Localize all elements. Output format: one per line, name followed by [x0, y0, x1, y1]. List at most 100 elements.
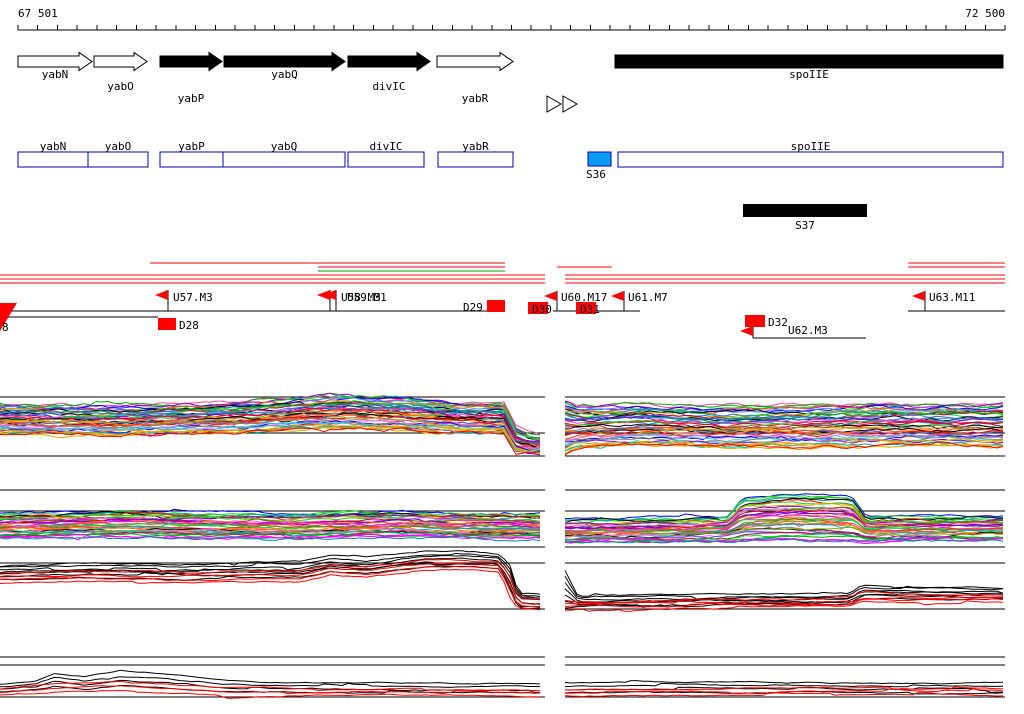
region-label-yabO: yabO — [105, 140, 132, 153]
upshift-flag-icon-U62.M3[interactable] — [740, 326, 753, 336]
gene-label-yabN: yabN — [42, 68, 69, 81]
signal-trace — [0, 401, 541, 443]
gene-yabN[interactable] — [17, 51, 93, 72]
signal-trace — [0, 421, 541, 454]
signal-trace — [0, 562, 541, 605]
signal-trace — [0, 532, 541, 539]
signal-trace — [0, 426, 541, 455]
gene-label-yabQ: yabQ — [271, 68, 298, 81]
region-label-yabN: yabN — [40, 140, 67, 153]
signal-trace — [564, 419, 1004, 429]
upshift-label-U57.M3: U57.M3 — [173, 291, 213, 304]
downshift-box-D31[interactable] — [576, 302, 596, 314]
signal-trace — [564, 429, 1004, 438]
region-box-yabR[interactable] — [437, 151, 514, 168]
edge-flag-icon[interactable] — [0, 303, 17, 331]
signal-trace — [0, 558, 541, 600]
upshift-flag-icon-U59.M1[interactable] — [323, 290, 336, 300]
signal-trace — [0, 516, 541, 524]
signal-trace — [564, 537, 1004, 545]
view-start-coordinate: 67 501 — [18, 7, 58, 20]
segment-box-S36[interactable] — [587, 151, 612, 167]
upshift-flag-icon-U63.M11[interactable] — [912, 291, 925, 301]
gene-label-yabR: yabR — [462, 92, 489, 105]
region-box-yabP[interactable] — [159, 151, 224, 168]
region-label-divIC: divIC — [369, 140, 402, 153]
signal-trace — [564, 537, 1004, 544]
signal-trace — [564, 582, 1004, 601]
region-label-yabR: yabR — [462, 140, 489, 153]
signal-trace — [0, 412, 541, 448]
upshift-label-U61.M7: U61.M7 — [628, 291, 668, 304]
expression-panel-4-red — [0, 680, 1004, 699]
signal-trace — [564, 518, 1004, 537]
signal-trace — [564, 420, 1004, 430]
signal-trace — [0, 409, 541, 446]
region-box-yabO[interactable] — [87, 151, 149, 168]
ruler-track — [17, 25, 1006, 31]
gene-yabR[interactable] — [436, 51, 514, 72]
signal-trace — [0, 508, 541, 516]
signal-trace — [564, 596, 1004, 605]
signal-trace — [564, 598, 1004, 608]
region-track: yabN yabO yabP yabQ divIC yabR spoIIE S36 S37 — [17, 140, 1004, 232]
upshift-flag-icon-U57.M3[interactable] — [155, 290, 168, 300]
upshift-flag-icon-U61.M7[interactable] — [611, 291, 624, 301]
downshift-label-D30: D30 — [532, 303, 552, 316]
signal-trace — [0, 535, 541, 542]
expression-panel-3-red — [0, 558, 1004, 612]
gene-label-spoIIE: spoIIE — [789, 68, 829, 81]
upshift-label-U62.M3: U62.M3 — [788, 324, 828, 337]
signal-trace — [564, 499, 1004, 527]
region-box-spoIIE[interactable] — [617, 151, 1004, 168]
signal-trace — [564, 526, 1003, 541]
expression-panel-1 — [0, 392, 1005, 457]
signal-trace — [0, 550, 541, 595]
downshift-box-D28[interactable] — [158, 318, 176, 330]
signal-trace — [0, 513, 541, 523]
small-feature-arrow-icon[interactable] — [546, 95, 563, 113]
signal-trace — [564, 511, 1004, 530]
signal-trace — [0, 552, 541, 597]
segment-label-S37: S37 — [795, 219, 815, 232]
region-label-yabP: yabP — [178, 140, 205, 153]
downshift-box-D30[interactable] — [528, 302, 548, 314]
signal-trace — [0, 555, 541, 599]
downshift-label-D32: D32 — [768, 316, 788, 329]
downshift-label-D28: D28 — [179, 319, 199, 332]
gene-divIC[interactable] — [347, 51, 431, 72]
signal-trace — [0, 676, 541, 688]
gene-yabP[interactable] — [159, 51, 223, 72]
signal-trace — [0, 689, 541, 699]
downshift-box-D32[interactable] — [745, 315, 765, 327]
gene-yabQ[interactable] — [223, 51, 346, 72]
gene-label-yabO: yabO — [107, 80, 134, 93]
segment-box-S37[interactable] — [743, 204, 867, 217]
region-box-divIC[interactable] — [347, 151, 425, 168]
gene-track: yabN yabO yabP yabQ divIC yabR spoIIE — [17, 51, 1004, 113]
segment-label-S36: S36 — [586, 168, 606, 181]
upshift-label-U60.M17: U60.M17 — [561, 291, 607, 304]
signal-trace — [0, 680, 541, 692]
upshift-flag-icon-U60.M17[interactable] — [544, 291, 557, 301]
signal-trace — [564, 437, 1004, 450]
signal-trace — [564, 588, 1004, 603]
region-box-yabQ[interactable] — [222, 151, 346, 168]
small-feature-arrow-icon[interactable] — [562, 95, 579, 113]
region-box-yabN[interactable] — [17, 151, 89, 168]
downshift-box-D29[interactable] — [487, 300, 505, 312]
signal-trace — [565, 509, 1004, 530]
signal-trace — [564, 591, 1004, 604]
signal-trace — [0, 421, 541, 455]
gene-spoIIE[interactable] — [614, 54, 1004, 69]
signal-trace — [0, 561, 541, 605]
signal-trace — [564, 575, 1004, 600]
region-label-yabQ: yabQ — [271, 140, 298, 153]
signal-trace — [0, 415, 541, 450]
signal-trace — [564, 686, 1003, 691]
signal-trace — [564, 437, 1004, 447]
gene-yabO[interactable] — [93, 51, 148, 72]
signal-trace — [564, 493, 1004, 520]
